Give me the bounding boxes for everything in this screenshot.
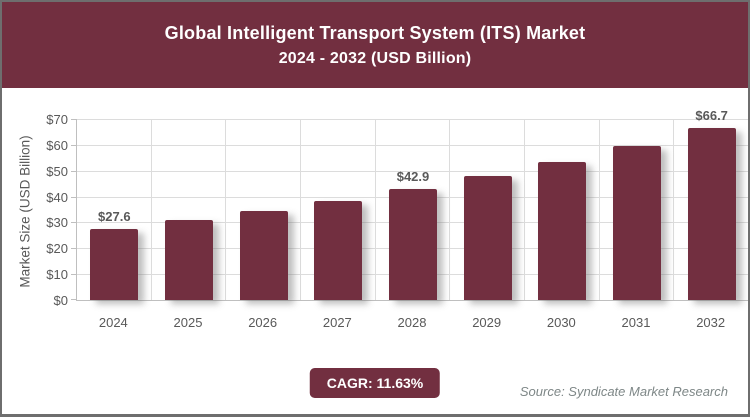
bar-2026: [239, 211, 288, 300]
x-tick-label-2027: 2027: [322, 315, 352, 330]
y-tick-mark: [71, 222, 77, 224]
chart-header: Global Intelligent Transport System (ITS…: [2, 2, 748, 88]
y-tick-mark: [71, 299, 77, 300]
x-gridline: [375, 120, 376, 300]
y-tick-mark: [71, 170, 77, 172]
bar-column-2028: $42.9: [376, 120, 451, 300]
y-tick-mark: [71, 196, 77, 198]
x-gridline: [225, 120, 226, 300]
chart-footer: CAGR: 11.63% Source: Syndicate Market Re…: [2, 360, 748, 414]
bar-column-2026: [226, 120, 301, 300]
bar-value-label-2024: $27.6: [98, 208, 131, 224]
bar-column-2030: [525, 120, 600, 300]
x-gridline: [599, 120, 600, 300]
x-gridline: [449, 120, 450, 300]
y-tick-label: $30: [46, 215, 68, 231]
x-tick-label-2026: 2026: [248, 315, 278, 330]
bar-2030: [538, 161, 587, 300]
y-tick-label: $10: [46, 267, 68, 283]
y-tick-mark: [71, 119, 77, 120]
bar-2028: [388, 189, 437, 300]
x-gridline: [300, 120, 301, 300]
y-tick-label: $0: [53, 293, 68, 308]
y-tick-label: $60: [46, 137, 68, 153]
bar-column-2024: $27.6: [77, 120, 152, 300]
cagr-badge: CAGR: 11.63%: [309, 368, 441, 398]
x-tick-label-2025: 2025: [173, 315, 203, 330]
bar-2032: [687, 127, 736, 300]
bar-column-2025: [152, 120, 227, 300]
y-tick-label: $20: [46, 241, 68, 257]
x-tick-label-2032: 2032: [696, 315, 726, 330]
y-tick-label: $70: [46, 112, 68, 127]
x-gridline: [151, 120, 152, 300]
bar-column-2027: [301, 120, 376, 300]
y-gridline: [77, 144, 748, 146]
chart-title: Global Intelligent Transport System (ITS…: [164, 22, 586, 43]
y-tick-mark: [71, 274, 77, 276]
bar-column-2031: [600, 120, 675, 300]
y-gridline: [77, 119, 748, 120]
bar-2027: [314, 200, 363, 300]
x-gridline: [524, 120, 525, 300]
x-tick-label-2030: 2030: [546, 315, 576, 330]
bar-2031: [612, 145, 661, 300]
bar-2024: [90, 228, 139, 300]
source-attribution: Source: Syndicate Market Research: [519, 384, 728, 399]
bar-column-2032: $66.7: [674, 108, 748, 300]
y-tick-label: $50: [46, 163, 68, 179]
chart-subtitle: 2024 - 2032 (USD Billion): [278, 49, 472, 67]
y-gridline: [77, 170, 748, 172]
y-tick-mark: [71, 144, 77, 146]
x-gridline: [673, 120, 674, 300]
x-tick-label-2031: 2031: [621, 315, 651, 330]
bar-2029: [463, 176, 512, 300]
x-gridline: [748, 120, 749, 300]
y-tick-mark: [71, 248, 77, 250]
chart-area: Market Size (USD Billion) $27.6 $42.9 $66.…: [2, 88, 748, 362]
y-tick-label: $40: [46, 189, 68, 205]
x-tick-label-2028: 2028: [397, 315, 427, 330]
plot-area: $27.6 $42.9 $66.7: [71, 108, 749, 301]
x-tick-label-2024: 2024: [98, 315, 128, 330]
bar-column-2029: [450, 120, 525, 300]
bar-2025: [164, 220, 213, 300]
bar-value-label-2028: $42.9: [396, 169, 430, 185]
x-tick-label-2029: 2029: [472, 315, 502, 330]
bar-value-label-2032: $66.7: [695, 107, 728, 123]
